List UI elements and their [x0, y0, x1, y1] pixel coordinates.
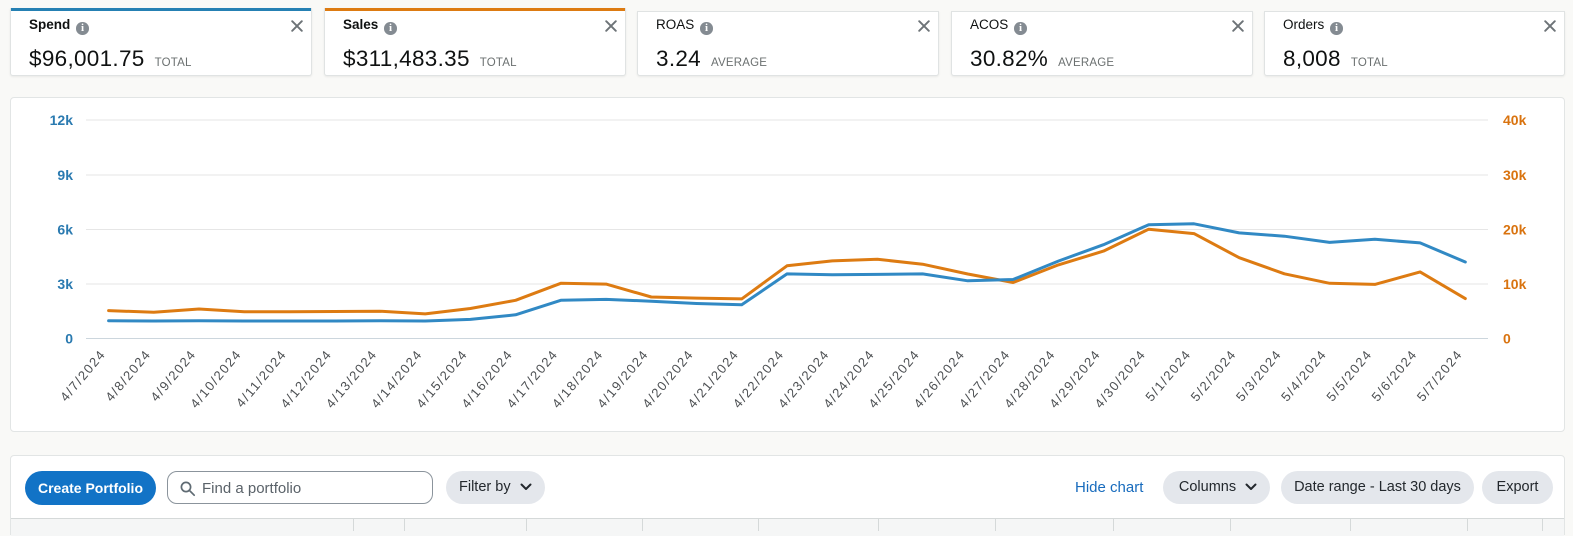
svg-text:5/7/2024: 5/7/2024 [1414, 347, 1466, 405]
svg-text:12k: 12k [50, 112, 74, 128]
svg-text:10k: 10k [1503, 276, 1527, 292]
svg-text:5/4/2024: 5/4/2024 [1278, 347, 1330, 405]
svg-text:0: 0 [65, 331, 73, 347]
svg-text:5/1/2024: 5/1/2024 [1142, 347, 1194, 405]
svg-text:3k: 3k [57, 276, 73, 292]
svg-text:5/3/2024: 5/3/2024 [1233, 347, 1285, 405]
svg-text:6k: 6k [57, 222, 73, 238]
svg-text:20k: 20k [1503, 222, 1527, 238]
svg-text:4/7/2024: 4/7/2024 [57, 347, 109, 405]
svg-text:5/5/2024: 5/5/2024 [1323, 347, 1375, 405]
svg-text:4/8/2024: 4/8/2024 [102, 347, 154, 405]
svg-text:9k: 9k [57, 167, 73, 183]
svg-text:0: 0 [1503, 331, 1511, 347]
svg-text:5/2/2024: 5/2/2024 [1188, 347, 1240, 405]
svg-text:30k: 30k [1503, 167, 1527, 183]
svg-text:5/6/2024: 5/6/2024 [1368, 347, 1420, 405]
svg-text:40k: 40k [1503, 112, 1527, 128]
